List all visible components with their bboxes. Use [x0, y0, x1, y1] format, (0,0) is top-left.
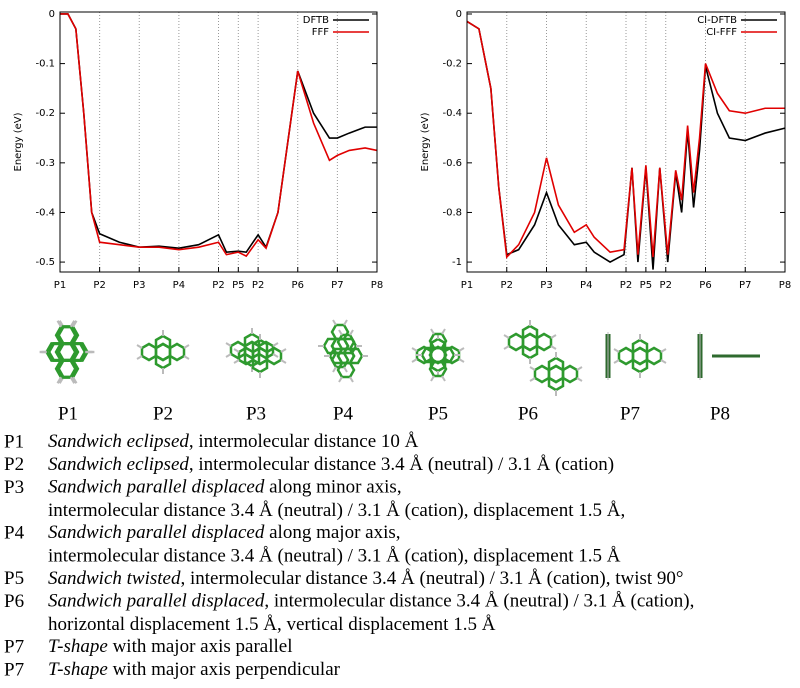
legend-italic: Sandwich eclipsed — [48, 431, 189, 452]
x-tick-label: P2 — [93, 280, 105, 291]
series-line — [466, 20, 785, 259]
y-tick-label: -0.6 — [442, 158, 462, 169]
plot-frame — [466, 11, 786, 273]
legend-text: Sandwich parallel displaced, intermolecu… — [48, 591, 694, 612]
y-tick-label: 0 — [49, 9, 55, 20]
legend-key: P1 — [4, 431, 24, 452]
x-tick-label: P6 — [699, 280, 711, 291]
x-tick-label: P4 — [173, 280, 185, 291]
legend-italic: Sandwich twisted — [48, 568, 181, 589]
legend-text: T-shape with major axis parallel — [48, 637, 292, 658]
y-tick-label: -0.4 — [35, 207, 55, 218]
x-tick-label: P8 — [779, 280, 791, 291]
structure-label: P6 — [518, 403, 538, 424]
legend-key: P7 — [4, 659, 24, 680]
legend-italic: T-shape — [48, 659, 108, 680]
legend-text: T-shape with major axis perpendicular — [48, 659, 341, 680]
legend-key: P6 — [4, 591, 24, 612]
legend-italic: Sandwich eclipsed — [48, 454, 189, 475]
legend-key: P3 — [4, 477, 24, 498]
y-tick-label: -0.3 — [35, 158, 55, 169]
y-tick-label: -0.1 — [35, 59, 55, 70]
legend-italic: Sandwich parallel displaced — [48, 591, 265, 612]
y-tick-label: 0 — [456, 9, 462, 20]
legend-label: CI-FFF — [706, 27, 737, 38]
legend-key: P2 — [4, 454, 24, 475]
legend-rest: , intermolecular distance 3.4 Å (neutral… — [180, 568, 683, 589]
legend-italic: Sandwich parallel displaced — [48, 523, 265, 544]
y-tick-label: -0.2 — [442, 59, 462, 70]
structure-label: P5 — [428, 403, 448, 424]
legend-text: Sandwich twisted, intermolecular distanc… — [48, 568, 684, 589]
structure-label: P8 — [710, 403, 730, 424]
legend-continuation: intermolecular distance 3.4 Å (neutral) … — [48, 500, 625, 521]
legend-text: Sandwich eclipsed, intermolecular distan… — [48, 431, 419, 452]
legend-text: Sandwich eclipsed, intermolecular distan… — [48, 454, 614, 475]
x-tick-label: P2 — [660, 280, 672, 291]
legend-continuation: intermolecular distance 3.4 Å (neutral) … — [48, 545, 621, 566]
x-tick-label: P5 — [640, 280, 652, 291]
x-tick-label: P7 — [331, 280, 343, 291]
legend-text: Sandwich parallel displaced along minor … — [48, 477, 402, 498]
y-axis-label: Energy (eV) — [420, 112, 431, 171]
plot-frame — [59, 11, 378, 273]
legend-rest: along minor axis, — [264, 477, 401, 498]
y-tick-label: -0.2 — [35, 108, 55, 119]
legend-key: P5 — [4, 568, 24, 589]
legend-continuation: horizontal displacement 1.5 Å, vertical … — [48, 614, 496, 635]
x-tick-label: P2 — [212, 280, 224, 291]
y-tick-label: -0.4 — [442, 108, 462, 119]
structure-label: P1 — [58, 403, 78, 424]
legend-label: CI-DFTB — [697, 15, 737, 26]
legend-label: DFTB — [303, 15, 329, 26]
x-tick-label: P6 — [292, 280, 304, 291]
legend-label: FFF — [312, 27, 330, 38]
x-tick-label: P7 — [739, 280, 751, 291]
chart: P1 P2 P3 P4 P2 P5 P2 P6 P7 P8 0 -0.2 -0.4 -0.6 -0.8 -1 E… — [420, 9, 791, 291]
x-tick-label: P1 — [461, 280, 473, 291]
y-tick-label: -1 — [452, 257, 462, 268]
legend-italic: Sandwich parallel displaced — [48, 477, 265, 498]
legend-key: P4 — [4, 523, 25, 544]
legend-rest: with major axis parallel — [108, 637, 293, 658]
x-tick-label: P5 — [232, 280, 244, 291]
x-tick-label: P4 — [580, 280, 592, 291]
x-tick-label: P1 — [54, 280, 66, 291]
legend-rest: with major axis perpendicular — [108, 659, 341, 680]
y-tick-label: -0.5 — [35, 257, 55, 268]
structures — [38, 318, 760, 398]
x-tick-label: P8 — [371, 280, 383, 291]
legend-rest: along major axis, — [264, 523, 400, 544]
x-tick-label: P2 — [620, 280, 632, 291]
legend-italic: T-shape — [48, 637, 108, 658]
structure-label: P4 — [333, 403, 354, 424]
legend-rest: , intermolecular distance 10 Å — [189, 431, 419, 452]
series-line — [60, 13, 378, 258]
x-tick-label: P2 — [501, 280, 513, 291]
structure-label: P3 — [246, 403, 266, 424]
y-axis-label: Energy (eV) — [13, 112, 24, 171]
x-tick-label: P3 — [133, 280, 145, 291]
legend-key: P7 — [4, 637, 24, 658]
chart: P1 P2 P3 P4 P2 P5 P2 P6 P7 P8 0 -0.1 -0.2 -0.3 -0.4 -0.… — [13, 9, 383, 291]
legend-rest: , intermolecular distance 3.4 Å (neutral… — [264, 591, 694, 612]
structure-label: P2 — [153, 403, 173, 424]
y-tick-label: -0.8 — [442, 207, 462, 218]
x-tick-label: P3 — [540, 280, 552, 291]
legend-text: Sandwich parallel displaced along major … — [48, 523, 401, 544]
structure-label: P7 — [620, 403, 640, 424]
x-tick-label: P2 — [252, 280, 264, 291]
legend-rest: , intermolecular distance 3.4 Å (neutral… — [189, 454, 614, 475]
